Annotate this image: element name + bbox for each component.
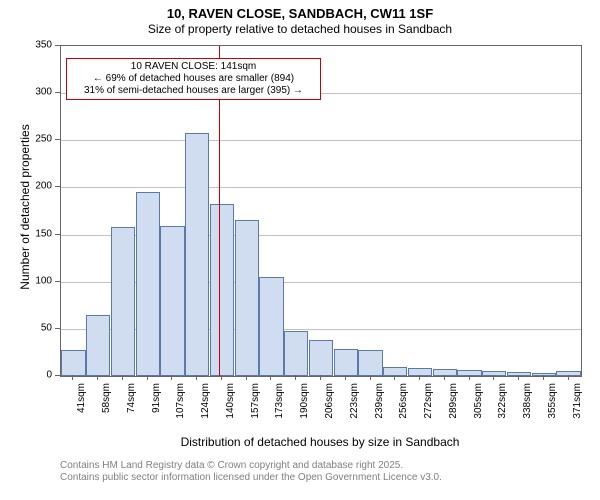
x-tick — [444, 375, 445, 380]
x-tick — [345, 375, 346, 380]
y-tick — [55, 92, 60, 93]
x-tick-label: 371sqm — [572, 383, 583, 433]
x-axis-label: Distribution of detached houses by size … — [60, 435, 580, 449]
x-tick-label: 355sqm — [547, 383, 558, 433]
x-tick-label: 74sqm — [126, 383, 137, 433]
y-tick-label: 350 — [0, 40, 52, 51]
x-tick-label: 157sqm — [250, 383, 261, 433]
histogram-bar — [160, 226, 184, 376]
x-tick — [97, 375, 98, 380]
y-axis-label-text: Number of detached properties — [18, 124, 32, 289]
y-tick-label: 200 — [0, 181, 52, 192]
x-tick — [196, 375, 197, 380]
footer: Contains HM Land Registry data © Crown c… — [60, 460, 442, 484]
annotation-box: 10 RAVEN CLOSE: 141sqm← 69% of detached … — [66, 58, 321, 100]
histogram-bar — [259, 277, 283, 376]
y-tick-label: 150 — [0, 228, 52, 239]
grid-line — [61, 187, 581, 188]
chart-subtitle: Size of property relative to detached ho… — [0, 22, 600, 36]
y-tick — [55, 328, 60, 329]
x-tick-label: 41sqm — [76, 383, 87, 433]
histogram-bar — [111, 227, 135, 376]
x-tick — [370, 375, 371, 380]
x-tick-label: 58sqm — [101, 383, 112, 433]
annotation-line1: 10 RAVEN CLOSE: 141sqm — [71, 61, 316, 73]
y-tick — [55, 139, 60, 140]
histogram-bar — [61, 350, 85, 376]
y-tick — [55, 234, 60, 235]
y-tick-label: 250 — [0, 134, 52, 145]
title-line2: Size of property relative to detached ho… — [148, 22, 452, 36]
title-line1: 10, RAVEN CLOSE, SANDBACH, CW11 1SF — [167, 6, 433, 21]
x-tick — [568, 375, 569, 380]
x-tick — [270, 375, 271, 380]
histogram-bar — [309, 340, 333, 376]
x-tick-label: 239sqm — [374, 383, 385, 433]
y-tick — [55, 281, 60, 282]
x-tick-label: 107sqm — [175, 383, 186, 433]
footer-line1: Contains HM Land Registry data © Crown c… — [60, 460, 442, 472]
x-tick-label: 223sqm — [349, 383, 360, 433]
x-tick-label: 256sqm — [398, 383, 409, 433]
x-tick — [469, 375, 470, 380]
histogram-bar — [532, 373, 556, 376]
x-tick-label: 190sqm — [299, 383, 310, 433]
y-tick — [55, 375, 60, 376]
y-tick-label: 300 — [0, 87, 52, 98]
histogram-bar — [86, 315, 110, 376]
histogram-bar — [284, 331, 308, 376]
x-tick-label: 206sqm — [324, 383, 335, 433]
y-tick-label: 100 — [0, 275, 52, 286]
y-tick-label: 50 — [0, 322, 52, 333]
chart-title: 10, RAVEN CLOSE, SANDBACH, CW11 1SF — [0, 6, 600, 22]
grid-line — [61, 140, 581, 141]
histogram-bar — [556, 371, 580, 376]
y-tick — [55, 45, 60, 46]
histogram-bar — [136, 192, 160, 376]
x-tick-label: 124sqm — [200, 383, 211, 433]
x-tick-label: 289sqm — [448, 383, 459, 433]
x-tick-label: 305sqm — [473, 383, 484, 433]
footer-line2: Contains public sector information licen… — [60, 472, 442, 484]
x-tick — [518, 375, 519, 380]
x-tick — [246, 375, 247, 380]
chart-container: 10, RAVEN CLOSE, SANDBACH, CW11 1SF Size… — [0, 0, 600, 500]
x-tick — [171, 375, 172, 380]
x-tick — [147, 375, 148, 380]
x-tick-label: 322sqm — [497, 383, 508, 433]
histogram-bar — [457, 370, 481, 376]
histogram-bar — [358, 350, 382, 376]
x-tick-label: 272sqm — [423, 383, 434, 433]
x-axis-label-text: Distribution of detached houses by size … — [181, 435, 460, 449]
x-tick — [320, 375, 321, 380]
y-tick — [55, 186, 60, 187]
x-tick — [419, 375, 420, 380]
x-tick — [543, 375, 544, 380]
x-tick — [394, 375, 395, 380]
x-tick-label: 91sqm — [151, 383, 162, 433]
histogram-bar — [334, 349, 358, 376]
annotation-line2: ← 69% of detached houses are smaller (89… — [71, 73, 316, 85]
x-tick — [493, 375, 494, 380]
x-tick — [221, 375, 222, 380]
x-tick-label: 338sqm — [522, 383, 533, 433]
histogram-bar — [235, 220, 259, 376]
annotation-line3: 31% of semi-detached houses are larger (… — [71, 85, 316, 97]
x-tick-label: 173sqm — [274, 383, 285, 433]
x-tick — [72, 375, 73, 380]
histogram-bar — [210, 204, 234, 376]
y-tick-label: 0 — [0, 370, 52, 381]
x-tick-label: 140sqm — [225, 383, 236, 433]
x-tick — [122, 375, 123, 380]
histogram-bar — [433, 369, 457, 376]
x-tick — [295, 375, 296, 380]
histogram-bar — [185, 133, 209, 376]
